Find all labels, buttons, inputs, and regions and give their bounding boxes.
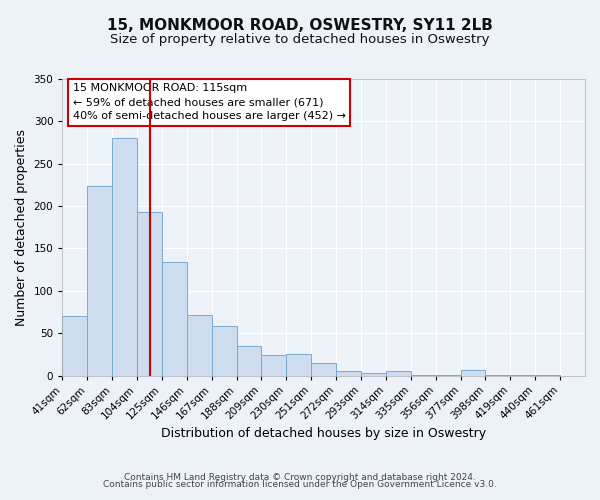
Bar [336,372,361,376]
Bar [485,374,511,376]
Text: Contains public sector information licensed under the Open Government Licence v3: Contains public sector information licen… [103,480,497,489]
Bar [286,354,311,376]
Text: 15 MONKMOOR ROAD: 115sqm
← 59% of detached houses are smaller (671)
40% of semi-: 15 MONKMOOR ROAD: 115sqm ← 59% of detach… [73,84,346,122]
Bar [262,355,286,376]
Text: 15, MONKMOOR ROAD, OSWESTRY, SY11 2LB: 15, MONKMOOR ROAD, OSWESTRY, SY11 2LB [107,18,493,32]
Y-axis label: Number of detached properties: Number of detached properties [15,129,28,326]
Bar [311,363,336,376]
Bar [386,372,411,376]
Bar [112,138,137,376]
Bar [137,212,162,376]
Bar [187,314,212,376]
Bar [535,374,560,376]
Bar [162,262,187,376]
Text: Size of property relative to detached houses in Oswestry: Size of property relative to detached ho… [110,32,490,46]
Bar [236,346,262,376]
Bar [461,370,485,376]
Bar [212,326,236,376]
Bar [361,373,386,376]
Bar [436,374,461,376]
Bar [62,316,87,376]
Bar [511,374,535,376]
Bar [411,374,436,376]
Bar [87,186,112,376]
X-axis label: Distribution of detached houses by size in Oswestry: Distribution of detached houses by size … [161,427,486,440]
Text: Contains HM Land Registry data © Crown copyright and database right 2024.: Contains HM Land Registry data © Crown c… [124,472,476,482]
